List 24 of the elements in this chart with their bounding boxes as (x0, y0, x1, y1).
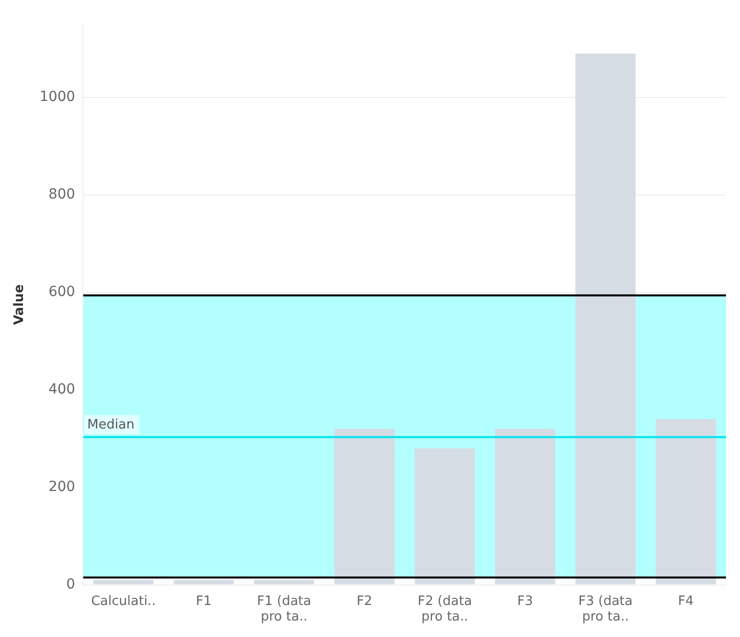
y-tick-label: 800 (48, 186, 76, 203)
bar (495, 428, 556, 584)
bar (334, 428, 395, 584)
x-tick-label: F3 (data pro ta.. (578, 594, 633, 625)
bar (254, 580, 314, 584)
x-tick-label: F3 (517, 594, 534, 609)
y-tick-label: 400 (48, 382, 76, 398)
ref-line-label: Median (87, 418, 135, 433)
bar (414, 448, 475, 584)
bar (174, 580, 234, 584)
x-tick-label: Calculati.. (91, 594, 156, 609)
y-axis-title: Value (12, 284, 28, 325)
x-tick-label: F4 (678, 594, 694, 609)
x-tick-label: F2 (356, 594, 372, 609)
x-tick-label: F2 (data pro ta.. (418, 594, 472, 625)
x-tick-label: F1 (data pro ta.. (256, 594, 312, 625)
bar (575, 54, 636, 584)
bar (656, 419, 716, 584)
y-tick-label: 600 (48, 284, 76, 300)
x-tick-label: F1 (196, 594, 212, 609)
y-tick-label: 0 (66, 576, 76, 592)
y-tick-label: 1000 (40, 89, 76, 106)
bar (93, 580, 154, 584)
y-tick-label: 200 (48, 478, 76, 495)
